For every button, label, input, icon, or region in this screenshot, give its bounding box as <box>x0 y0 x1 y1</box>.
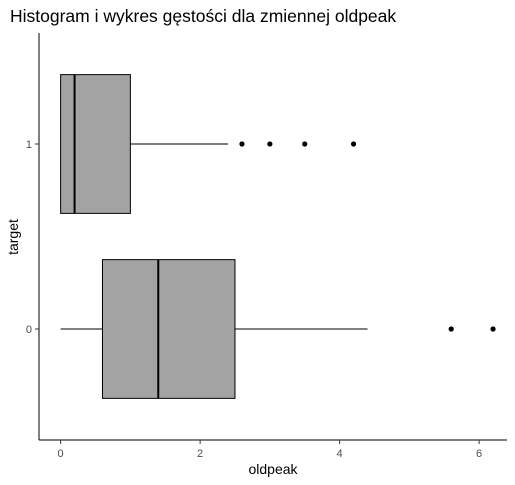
y-axis-ticks: 01 <box>26 139 39 336</box>
chart-title: Histogram i wykres gęstości dla zmiennej… <box>10 6 397 26</box>
outlier-point <box>302 141 308 147</box>
x-tick-label: 0 <box>58 448 64 460</box>
boxplot-series <box>60 74 496 399</box>
y-axis-label: target <box>5 219 21 255</box>
x-axis-label: oldpeak <box>248 461 298 477</box>
outlier-point <box>448 326 454 332</box>
box-iqr <box>60 74 131 214</box>
box-group-1 <box>60 74 357 214</box>
outlier-point <box>267 141 273 147</box>
x-axis-ticks: 0 2 4 6 <box>58 440 482 460</box>
outlier-point <box>350 141 357 147</box>
outlier-point <box>239 141 245 147</box>
outlier-point <box>490 326 496 332</box>
box-iqr <box>101 259 236 399</box>
y-tick-label: 1 <box>26 139 32 151</box>
y-tick-label: 0 <box>26 324 32 336</box>
x-tick-label: 6 <box>476 448 482 460</box>
box-group-0 <box>60 259 496 399</box>
x-tick-label: 4 <box>337 448 343 460</box>
x-tick-label: 2 <box>197 448 203 460</box>
